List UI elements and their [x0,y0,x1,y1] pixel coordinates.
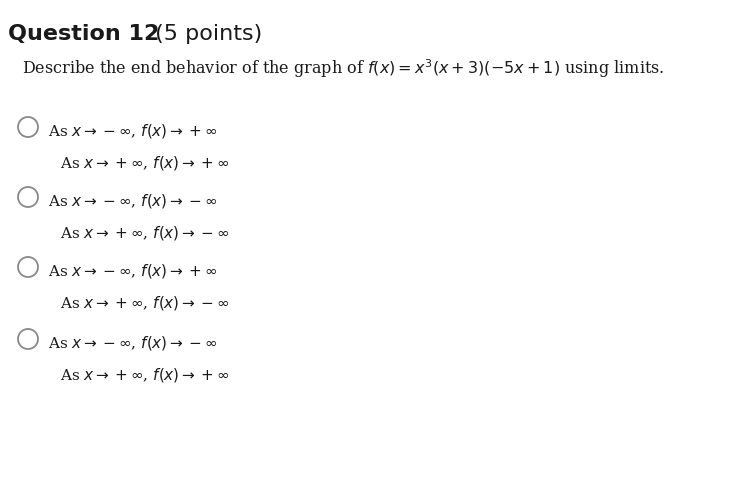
Text: As $x \rightarrow -\infty$, $f(x) \rightarrow -\infty$: As $x \rightarrow -\infty$, $f(x) \right… [48,192,217,210]
Text: As $x\rightarrow+\infty$, $f(x)\rightarrow+\infty$: As $x\rightarrow+\infty$, $f(x)\rightarr… [60,366,229,384]
Text: Question 12: Question 12 [8,24,160,44]
Text: As $x\rightarrow+\infty$, $f(x)\rightarrow-\infty$: As $x\rightarrow+\infty$, $f(x)\rightarr… [60,224,229,242]
Text: As $x \rightarrow -\infty$, $f(x) \rightarrow +\infty$: As $x \rightarrow -\infty$, $f(x) \right… [48,122,217,140]
Text: Describe the end behavior of the graph of $f(x) = x^3(x + 3)(-5x + 1)$ using lim: Describe the end behavior of the graph o… [22,57,665,80]
Text: As $x\rightarrow+\infty$, $f(x)\rightarrow+\infty$: As $x\rightarrow+\infty$, $f(x)\rightarr… [60,154,229,172]
Text: (5 points): (5 points) [148,24,263,44]
Text: As $x \rightarrow -\infty$, $f(x) \rightarrow +\infty$: As $x \rightarrow -\infty$, $f(x) \right… [48,262,217,280]
Text: As $x \rightarrow -\infty$, $f(x) \rightarrow -\infty$: As $x \rightarrow -\infty$, $f(x) \right… [48,334,217,352]
Text: As $x\rightarrow+\infty$, $f(x)\rightarrow-\infty$: As $x\rightarrow+\infty$, $f(x)\rightarr… [60,294,229,312]
